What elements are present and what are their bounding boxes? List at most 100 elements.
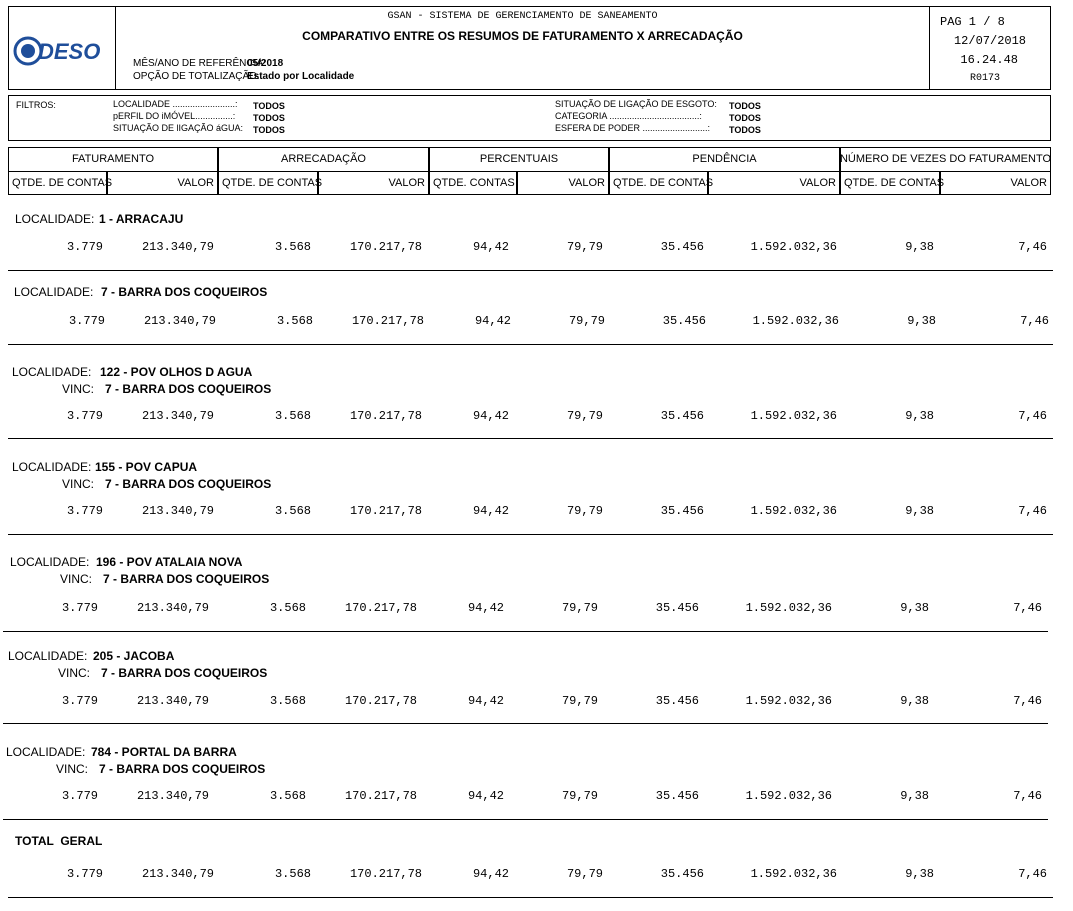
value-cell: 1.592.032,36 bbox=[750, 409, 837, 423]
value-cell: 79,79 bbox=[561, 601, 598, 615]
value-cell: 170.217,78 bbox=[349, 409, 422, 423]
tot-value: Estado por Localidade bbox=[247, 71, 355, 82]
column-header: VALOR bbox=[517, 171, 609, 195]
logo: DESO bbox=[13, 36, 100, 66]
filter-value: TODOS bbox=[729, 101, 761, 111]
filter-label: CATEGORIA ..............................… bbox=[555, 111, 702, 121]
value-cell: 3.568 bbox=[274, 240, 311, 254]
value-cell: 1.592.032,36 bbox=[750, 504, 837, 518]
value-cell: 170.217,78 bbox=[349, 504, 422, 518]
value-cell: 170.217,78 bbox=[344, 789, 417, 803]
section-rule bbox=[8, 270, 1053, 271]
value-cell: 3.568 bbox=[269, 601, 306, 615]
value-cell: 94,42 bbox=[467, 789, 504, 803]
value-cell: 35.456 bbox=[655, 601, 699, 615]
report-title: COMPARATIVO ENTRE OS RESUMOS DE FATURAME… bbox=[302, 29, 743, 43]
column-header: QTDE. CONTAS bbox=[429, 171, 517, 195]
section-label: LOCALIDADE: bbox=[12, 365, 92, 379]
group-header: PENDÊNCIA bbox=[609, 147, 840, 172]
value-cell: 79,79 bbox=[566, 240, 603, 254]
value-cell: 35.456 bbox=[660, 240, 704, 254]
section-rule bbox=[8, 344, 1053, 345]
section-rule bbox=[3, 631, 1048, 632]
value-cell: 79,79 bbox=[566, 409, 603, 423]
section-name: 1 - ARRACAJU bbox=[99, 212, 184, 226]
ref-value: 05/2018 bbox=[247, 58, 284, 69]
filter-value: TODOS bbox=[729, 125, 761, 135]
group-header: ARRECADAÇÃO bbox=[218, 147, 429, 172]
filter-value: TODOS bbox=[729, 113, 761, 123]
value-cell: 170.217,78 bbox=[349, 240, 422, 254]
value-cell: 213.340,79 bbox=[143, 314, 216, 328]
total-rule bbox=[8, 897, 1053, 898]
filter-label: pERFIL DO iMÓVEL...............: bbox=[113, 111, 236, 121]
column-header: QTDE. DE CONTAS bbox=[609, 171, 713, 195]
section-name: 122 - POV OLHOS D AGUA bbox=[100, 365, 253, 379]
value-cell: 3.568 bbox=[276, 314, 313, 328]
value-cell: 7,46 bbox=[1013, 601, 1042, 615]
group-header: PERCENTUAIS bbox=[429, 147, 609, 172]
vinc-label: VINC: bbox=[62, 477, 95, 491]
section-label: LOCALIDADE: bbox=[15, 212, 95, 226]
value-cell: 3.779 bbox=[66, 409, 103, 423]
filters-box bbox=[8, 95, 1051, 141]
filter-label: SITUAÇÃO DE lIGAÇÃO áGUA: bbox=[113, 123, 244, 133]
value-cell: 3.568 bbox=[274, 504, 311, 518]
value-cell: 35.456 bbox=[660, 409, 704, 423]
column-header: VALOR bbox=[107, 171, 218, 195]
value-cell: 1.592.032,36 bbox=[752, 314, 839, 328]
value-cell: 79,79 bbox=[568, 314, 605, 328]
page-number: PAG 1 / 8 bbox=[940, 15, 1005, 29]
value-cell: 1.592.032,36 bbox=[745, 601, 832, 615]
value-cell: 7,46 bbox=[1018, 867, 1047, 881]
filter-value: TODOS bbox=[253, 101, 285, 111]
value-cell: 213.340,79 bbox=[141, 504, 214, 518]
column-header: QTDE. DE CONTAS bbox=[8, 171, 112, 195]
value-cell: 3.779 bbox=[66, 240, 103, 254]
value-cell: 3.779 bbox=[61, 694, 98, 708]
value-cell: 3.568 bbox=[274, 409, 311, 423]
tot-label: OPÇÃO DE TOTALIZAÇÃO.: bbox=[133, 71, 263, 82]
section-name: 784 - PORTAL DA BARRA bbox=[91, 745, 237, 759]
value-cell: 7,46 bbox=[1018, 240, 1047, 254]
value-cell: 3.568 bbox=[269, 789, 306, 803]
vinc-label: VINC: bbox=[58, 666, 91, 680]
section-label: LOCALIDADE: bbox=[6, 745, 86, 759]
value-cell: 35.456 bbox=[662, 314, 706, 328]
value-cell: 213.340,79 bbox=[141, 240, 214, 254]
vinc-name: 7 - BARRA DOS COQUEIROS bbox=[105, 382, 272, 396]
section-name: 205 - JACOBA bbox=[93, 649, 175, 663]
header-box bbox=[8, 6, 1051, 90]
value-cell: 213.340,79 bbox=[136, 601, 209, 615]
value-cell: 35.456 bbox=[660, 504, 704, 518]
value-cell: 9,38 bbox=[905, 867, 934, 881]
value-cell: 170.217,78 bbox=[344, 601, 417, 615]
section-name: 155 - POV CAPUA bbox=[95, 460, 198, 474]
value-cell: 170.217,78 bbox=[349, 867, 422, 881]
vinc-label: VINC: bbox=[62, 382, 95, 396]
ref-label: MÊS/ANO DE REFERÊNCIA: bbox=[133, 58, 266, 69]
value-cell: 7,46 bbox=[1013, 694, 1042, 708]
vinc-label: VINC: bbox=[60, 572, 93, 586]
value-cell: 213.340,79 bbox=[141, 409, 214, 423]
value-cell: 1.592.032,36 bbox=[750, 867, 837, 881]
column-header: QTDE. DE CONTAS bbox=[218, 171, 322, 195]
value-cell: 7,46 bbox=[1020, 314, 1049, 328]
value-cell: 94,42 bbox=[472, 240, 509, 254]
value-cell: 3.568 bbox=[274, 867, 311, 881]
value-cell: 79,79 bbox=[566, 504, 603, 518]
column-header: VALOR bbox=[940, 171, 1051, 195]
vinc-name: 7 - BARRA DOS COQUEIROS bbox=[105, 477, 272, 491]
value-cell: 35.456 bbox=[655, 789, 699, 803]
section-rule bbox=[8, 438, 1053, 439]
value-cell: 170.217,78 bbox=[344, 694, 417, 708]
header-divider bbox=[929, 6, 930, 90]
value-cell: 79,79 bbox=[561, 789, 598, 803]
value-cell: 35.456 bbox=[655, 694, 699, 708]
vinc-name: 7 - BARRA DOS COQUEIROS bbox=[99, 762, 266, 776]
value-cell: 7,46 bbox=[1013, 789, 1042, 803]
column-header: QTDE. DE CONTAS bbox=[840, 171, 944, 195]
value-cell: 170.217,78 bbox=[351, 314, 424, 328]
section-name: 196 - POV ATALAIA NOVA bbox=[96, 555, 243, 569]
